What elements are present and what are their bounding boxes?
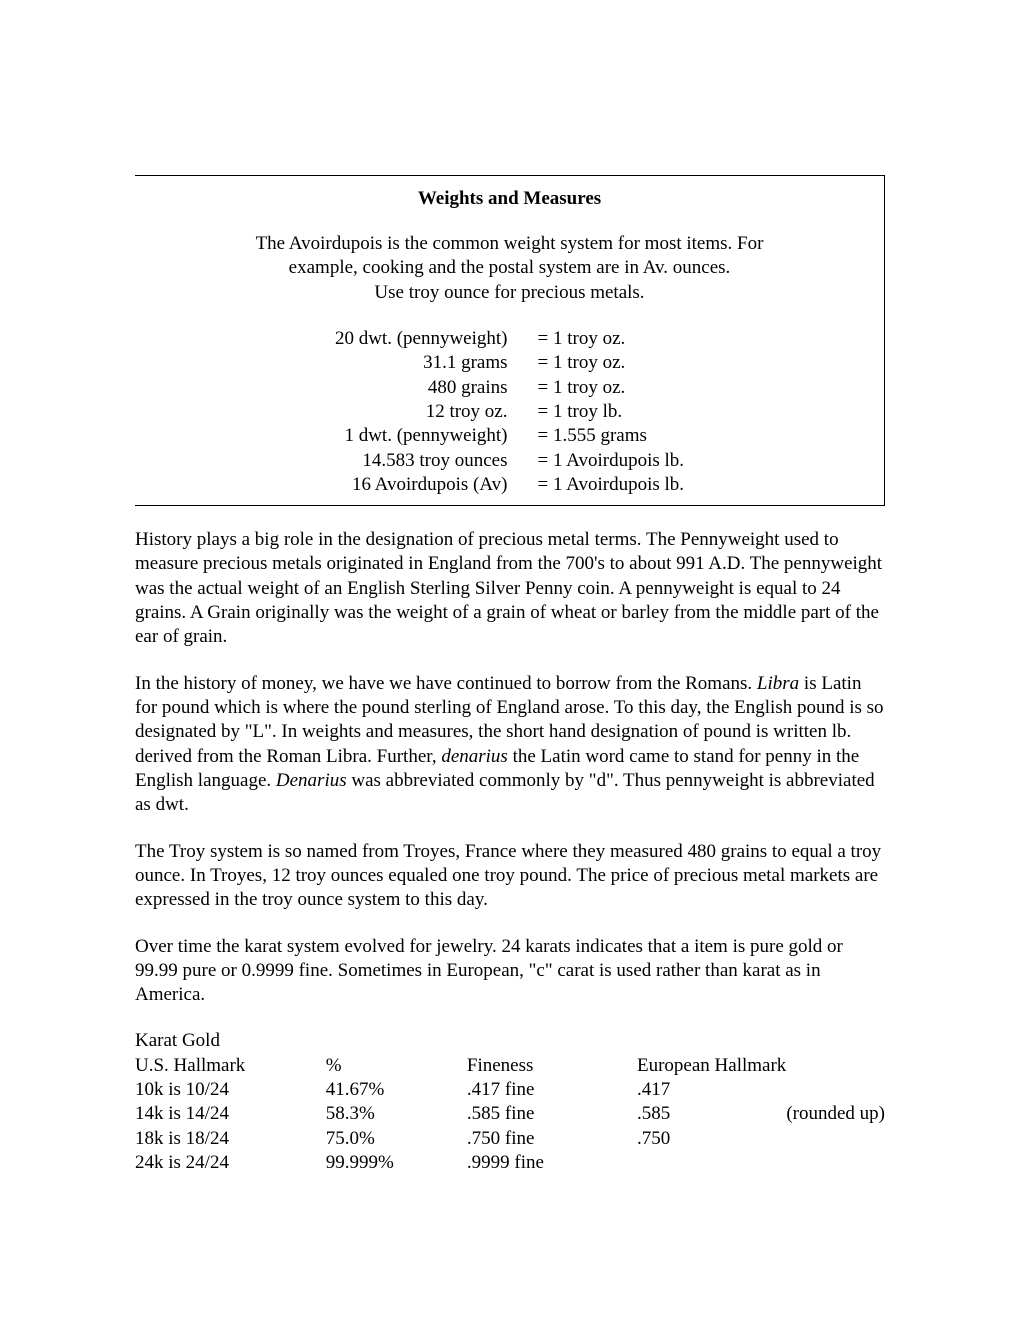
karat-us: 24k is 24/24 xyxy=(135,1151,326,1175)
karat-us: 18k is 18/24 xyxy=(135,1127,326,1151)
paragraph-troy: The Troy system is so named from Troyes,… xyxy=(135,840,885,913)
paragraph-history: History plays a big role in the designat… xyxy=(135,528,885,650)
karat-note xyxy=(786,1127,885,1151)
conversion-left: 12 troy oz. xyxy=(335,400,538,424)
conversion-row: 480 grains = 1 troy oz. xyxy=(335,376,684,400)
karat-header-pct: % xyxy=(326,1054,467,1078)
conversion-left: 16 Avoirdupois (Av) xyxy=(335,473,538,497)
conversion-table: 20 dwt. (pennyweight) = 1 troy oz. 31.1 … xyxy=(335,327,684,497)
intro-line-1: The Avoirdupois is the common weight sys… xyxy=(256,233,764,254)
karat-header-row: U.S. Hallmark % Fineness European Hallma… xyxy=(135,1054,885,1078)
conversion-left: 31.1 grams xyxy=(335,351,538,375)
conversion-right: = 1 troy lb. xyxy=(538,400,685,424)
karat-fine: .585 fine xyxy=(467,1102,637,1126)
box-intro: The Avoirdupois is the common weight sys… xyxy=(155,232,864,305)
conversion-row: 31.1 grams = 1 troy oz. xyxy=(335,351,684,375)
karat-header-us: U.S. Hallmark xyxy=(135,1054,326,1078)
conversion-row: 20 dwt. (pennyweight) = 1 troy oz. xyxy=(335,327,684,351)
conversion-row: 14.583 troy ounces = 1 Avoirdupois lb. xyxy=(335,449,684,473)
intro-line-2: example, cooking and the postal system a… xyxy=(289,257,731,278)
karat-row: 18k is 18/24 75.0% .750 fine .750 xyxy=(135,1127,885,1151)
karat-gold-heading: Karat Gold xyxy=(135,1029,885,1053)
italic-denarius: denarius xyxy=(441,746,508,767)
conversion-right: = 1.555 grams xyxy=(538,424,685,448)
karat-pct: 58.3% xyxy=(326,1102,467,1126)
italic-denarius-cap: Denarius xyxy=(276,770,347,791)
karat-fine: .9999 fine xyxy=(467,1151,637,1175)
karat-euro xyxy=(637,1151,786,1175)
conversion-left: 480 grains xyxy=(335,376,538,400)
karat-note: (rounded up) xyxy=(786,1102,885,1126)
box-title: Weights and Measures xyxy=(155,188,864,210)
conversion-right: = 1 Avoirdupois lb. xyxy=(538,473,685,497)
paragraph-karat: Over time the karat system evolved for j… xyxy=(135,935,885,1008)
karat-euro: .750 xyxy=(637,1127,786,1151)
karat-euro: .417 xyxy=(637,1078,786,1102)
karat-note xyxy=(786,1151,885,1175)
karat-euro: .585 xyxy=(637,1102,786,1126)
karat-row: 24k is 24/24 99.999% .9999 fine xyxy=(135,1151,885,1175)
karat-note xyxy=(786,1078,885,1102)
karat-header-euro: European Hallmark xyxy=(637,1054,786,1078)
conversion-right: = 1 Avoirdupois lb. xyxy=(538,449,685,473)
conversion-right: = 1 troy oz. xyxy=(538,351,685,375)
document-page: Weights and Measures The Avoirdupois is … xyxy=(0,0,1020,1235)
conversion-right: = 1 troy oz. xyxy=(538,327,685,351)
karat-row: 14k is 14/24 58.3% .585 fine .585 (round… xyxy=(135,1102,885,1126)
karat-us: 10k is 10/24 xyxy=(135,1078,326,1102)
karat-table: U.S. Hallmark % Fineness European Hallma… xyxy=(135,1054,885,1176)
weights-measures-box: Weights and Measures The Avoirdupois is … xyxy=(135,175,885,506)
karat-fine: .417 fine xyxy=(467,1078,637,1102)
italic-libra: Libra xyxy=(757,673,799,694)
conversion-row: 1 dwt. (pennyweight) = 1.555 grams xyxy=(335,424,684,448)
paragraph-money: In the history of money, we have we have… xyxy=(135,672,885,818)
intro-line-3: Use troy ounce for precious metals. xyxy=(374,282,644,303)
karat-us: 14k is 14/24 xyxy=(135,1102,326,1126)
text-span: In the history of money, we have we have… xyxy=(135,673,757,694)
karat-pct: 99.999% xyxy=(326,1151,467,1175)
karat-header-blank xyxy=(786,1054,885,1078)
conversion-left: 1 dwt. (pennyweight) xyxy=(335,424,538,448)
conversion-left: 20 dwt. (pennyweight) xyxy=(335,327,538,351)
conversion-row: 12 troy oz. = 1 troy lb. xyxy=(335,400,684,424)
conversion-left: 14.583 troy ounces xyxy=(335,449,538,473)
karat-pct: 75.0% xyxy=(326,1127,467,1151)
conversion-right: = 1 troy oz. xyxy=(538,376,685,400)
karat-pct: 41.67% xyxy=(326,1078,467,1102)
karat-row: 10k is 10/24 41.67% .417 fine .417 xyxy=(135,1078,885,1102)
conversion-row: 16 Avoirdupois (Av) = 1 Avoirdupois lb. xyxy=(335,473,684,497)
karat-fine: .750 fine xyxy=(467,1127,637,1151)
karat-header-fineness: Fineness xyxy=(467,1054,637,1078)
